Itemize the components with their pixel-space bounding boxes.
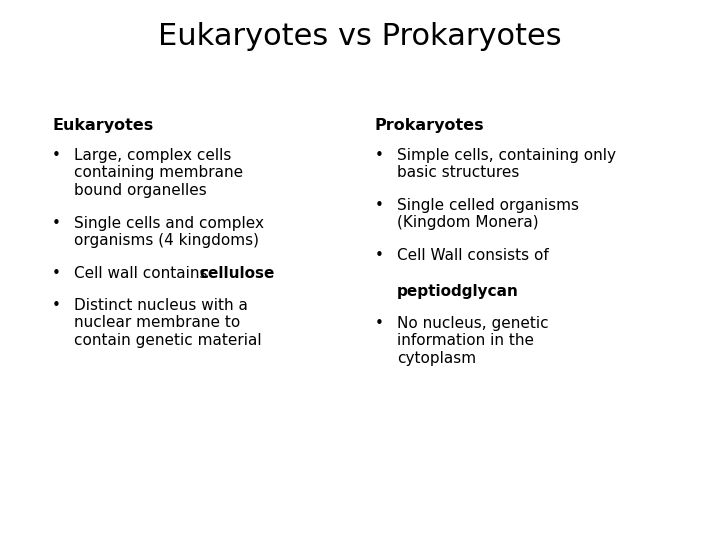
Text: •: • (52, 266, 61, 281)
Text: Distinct nucleus with a
nuclear membrane to
contain genetic material: Distinct nucleus with a nuclear membrane… (74, 298, 261, 348)
Text: No nucleus, genetic
information in the
cytoplasm: No nucleus, genetic information in the c… (397, 316, 549, 366)
Text: •: • (375, 248, 384, 263)
Text: Prokaryotes: Prokaryotes (375, 118, 485, 133)
Text: Eukaryotes: Eukaryotes (52, 118, 153, 133)
Text: Eukaryotes vs Prokaryotes: Eukaryotes vs Prokaryotes (158, 22, 562, 51)
Text: Single cells and complex
organisms (4 kingdoms): Single cells and complex organisms (4 ki… (74, 216, 264, 248)
Text: Cell wall contains: Cell wall contains (74, 266, 212, 281)
Text: •: • (52, 298, 61, 313)
Text: •: • (52, 216, 61, 231)
Text: Single celled organisms
(Kingdom Monera): Single celled organisms (Kingdom Monera) (397, 198, 579, 231)
Text: Cell Wall consists of: Cell Wall consists of (397, 248, 549, 263)
Text: •: • (375, 316, 384, 331)
Text: •: • (52, 148, 61, 163)
Text: peptiodglycan: peptiodglycan (397, 284, 519, 299)
Text: cellulose: cellulose (199, 266, 275, 281)
Text: Large, complex cells
containing membrane
bound organelles: Large, complex cells containing membrane… (74, 148, 243, 198)
Text: •: • (375, 148, 384, 163)
Text: •: • (375, 198, 384, 213)
Text: Simple cells, containing only
basic structures: Simple cells, containing only basic stru… (397, 148, 616, 180)
